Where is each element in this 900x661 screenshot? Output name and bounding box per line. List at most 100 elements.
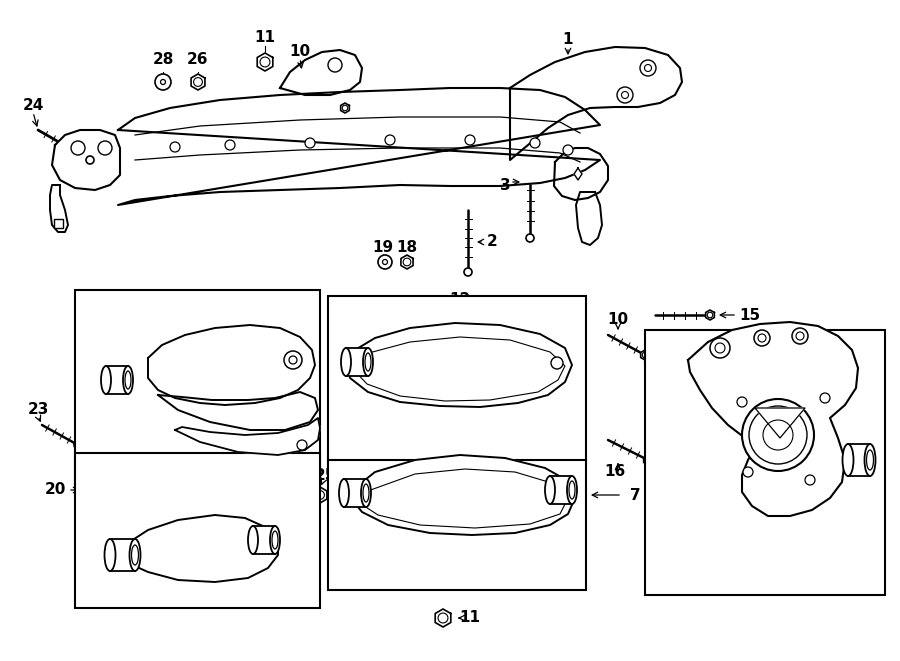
Polygon shape bbox=[148, 325, 315, 405]
Polygon shape bbox=[118, 88, 600, 205]
Ellipse shape bbox=[104, 539, 115, 571]
Circle shape bbox=[170, 142, 180, 152]
Circle shape bbox=[465, 135, 475, 145]
Polygon shape bbox=[706, 310, 715, 320]
Circle shape bbox=[805, 475, 815, 485]
Text: 24: 24 bbox=[22, 98, 44, 112]
Circle shape bbox=[563, 145, 573, 155]
Polygon shape bbox=[641, 350, 649, 360]
Ellipse shape bbox=[123, 366, 133, 394]
Circle shape bbox=[526, 234, 534, 242]
Polygon shape bbox=[191, 74, 205, 90]
Bar bbox=[295, 476, 311, 498]
Text: 8: 8 bbox=[380, 457, 391, 473]
Bar bbox=[346, 348, 368, 376]
Text: 17: 17 bbox=[269, 410, 290, 426]
Polygon shape bbox=[554, 148, 608, 200]
Polygon shape bbox=[299, 415, 313, 431]
Circle shape bbox=[820, 393, 830, 403]
Polygon shape bbox=[175, 418, 320, 455]
Circle shape bbox=[551, 357, 563, 369]
Polygon shape bbox=[313, 487, 327, 503]
Text: 5: 5 bbox=[207, 293, 217, 307]
Circle shape bbox=[378, 255, 392, 269]
Polygon shape bbox=[158, 392, 318, 430]
Bar bbox=[848, 444, 870, 476]
Ellipse shape bbox=[248, 526, 258, 554]
Text: 28: 28 bbox=[152, 52, 174, 67]
Ellipse shape bbox=[545, 476, 555, 504]
Text: 1: 1 bbox=[562, 32, 573, 48]
Circle shape bbox=[225, 140, 235, 150]
Ellipse shape bbox=[842, 444, 853, 476]
Polygon shape bbox=[257, 53, 273, 71]
Text: 13: 13 bbox=[848, 430, 868, 444]
Circle shape bbox=[754, 330, 770, 346]
Text: 21: 21 bbox=[107, 467, 129, 483]
Polygon shape bbox=[688, 322, 858, 516]
Text: 2: 2 bbox=[487, 235, 498, 249]
Polygon shape bbox=[350, 455, 575, 535]
Text: 10: 10 bbox=[290, 44, 310, 59]
Bar bbox=[253, 526, 275, 554]
Ellipse shape bbox=[130, 539, 140, 571]
Text: 25: 25 bbox=[314, 467, 336, 483]
Circle shape bbox=[640, 60, 656, 76]
Circle shape bbox=[305, 138, 315, 148]
Polygon shape bbox=[341, 103, 349, 113]
Ellipse shape bbox=[363, 348, 373, 376]
Text: 19: 19 bbox=[373, 241, 393, 256]
Polygon shape bbox=[280, 50, 362, 95]
Text: 27: 27 bbox=[279, 461, 301, 475]
Circle shape bbox=[284, 351, 302, 369]
Circle shape bbox=[710, 338, 730, 358]
Bar bbox=[328, 296, 586, 461]
Circle shape bbox=[464, 268, 472, 276]
Ellipse shape bbox=[101, 366, 111, 394]
Circle shape bbox=[385, 135, 395, 145]
Ellipse shape bbox=[742, 399, 814, 471]
Text: 3: 3 bbox=[500, 178, 510, 192]
Text: 11: 11 bbox=[460, 611, 481, 625]
Text: 6: 6 bbox=[108, 407, 119, 422]
Circle shape bbox=[86, 156, 94, 164]
Bar bbox=[344, 479, 366, 507]
Polygon shape bbox=[400, 255, 413, 269]
Circle shape bbox=[530, 138, 540, 148]
Text: 23: 23 bbox=[27, 403, 49, 418]
Bar bbox=[54, 219, 63, 228]
Circle shape bbox=[792, 328, 808, 344]
Text: 4: 4 bbox=[757, 543, 768, 557]
Bar bbox=[106, 366, 128, 394]
Ellipse shape bbox=[567, 476, 577, 504]
Text: 7: 7 bbox=[630, 488, 640, 502]
Bar bbox=[75, 453, 320, 608]
Text: 11: 11 bbox=[255, 30, 275, 46]
Polygon shape bbox=[644, 455, 652, 465]
Polygon shape bbox=[574, 168, 582, 180]
Text: 20: 20 bbox=[44, 483, 66, 498]
Text: 14: 14 bbox=[382, 332, 403, 348]
Circle shape bbox=[71, 141, 85, 155]
Polygon shape bbox=[52, 130, 120, 190]
Bar bbox=[75, 290, 320, 485]
Text: 18: 18 bbox=[396, 241, 418, 256]
Circle shape bbox=[98, 141, 112, 155]
Ellipse shape bbox=[865, 444, 876, 476]
Ellipse shape bbox=[339, 479, 349, 507]
Circle shape bbox=[737, 397, 747, 407]
Bar bbox=[328, 460, 586, 590]
Text: 16: 16 bbox=[605, 465, 626, 479]
Text: 26: 26 bbox=[187, 52, 209, 67]
Circle shape bbox=[617, 87, 633, 103]
Polygon shape bbox=[50, 185, 68, 232]
Ellipse shape bbox=[361, 479, 371, 507]
Circle shape bbox=[743, 467, 753, 477]
Polygon shape bbox=[436, 609, 451, 627]
Polygon shape bbox=[576, 192, 602, 245]
Circle shape bbox=[297, 440, 307, 450]
Polygon shape bbox=[347, 323, 572, 407]
Text: 9: 9 bbox=[453, 527, 464, 543]
Text: 12: 12 bbox=[449, 293, 471, 307]
Text: 22: 22 bbox=[172, 455, 194, 469]
